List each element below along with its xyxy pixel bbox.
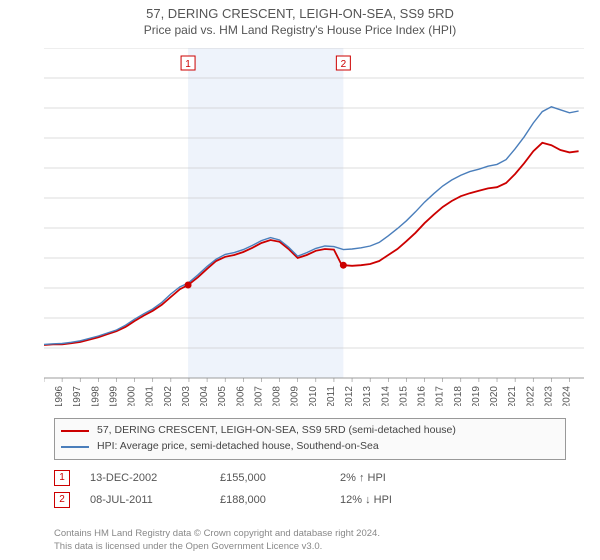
footer-line: Contains HM Land Registry data © Crown c… xyxy=(54,528,380,541)
svg-text:2010: 2010 xyxy=(308,386,319,406)
svg-text:2014: 2014 xyxy=(380,386,391,406)
transaction-row: 2 08-JUL-2011 £188,000 12% ↓ HPI xyxy=(54,492,566,508)
tx-diff: 12% ↓ HPI xyxy=(340,494,430,506)
tx-marker-icon: 1 xyxy=(54,470,70,486)
transactions: 1 13-DEC-2002 £155,000 2% ↑ HPI 2 08-JUL… xyxy=(54,470,566,508)
svg-text:2002: 2002 xyxy=(163,386,174,406)
svg-text:2020: 2020 xyxy=(489,386,500,406)
svg-text:2000: 2000 xyxy=(127,386,138,406)
svg-text:2: 2 xyxy=(341,59,347,70)
svg-text:2006: 2006 xyxy=(235,386,246,406)
svg-text:2021: 2021 xyxy=(507,386,518,406)
legend: 57, DERING CRESCENT, LEIGH-ON-SEA, SS9 5… xyxy=(54,418,566,514)
svg-text:1998: 1998 xyxy=(90,386,101,406)
footer-line: This data is licensed under the Open Gov… xyxy=(54,541,380,554)
svg-text:2008: 2008 xyxy=(272,386,283,406)
svg-text:2013: 2013 xyxy=(362,386,373,406)
page-title: 57, DERING CRESCENT, LEIGH-ON-SEA, SS9 5… xyxy=(0,0,600,21)
svg-text:2003: 2003 xyxy=(181,386,192,406)
legend-row: HPI: Average price, semi-detached house,… xyxy=(61,439,559,455)
svg-text:2017: 2017 xyxy=(435,386,446,406)
svg-text:1997: 1997 xyxy=(72,386,83,406)
svg-text:2004: 2004 xyxy=(199,386,210,406)
footer: Contains HM Land Registry data © Crown c… xyxy=(54,528,380,554)
svg-text:2012: 2012 xyxy=(344,386,355,406)
chart: £0£50K£100K£150K£200K£250K£300K£350K£400… xyxy=(44,48,584,406)
svg-text:2011: 2011 xyxy=(326,386,337,406)
svg-text:2005: 2005 xyxy=(217,386,228,406)
tx-date: 08-JUL-2011 xyxy=(90,494,200,506)
svg-text:2007: 2007 xyxy=(253,386,264,406)
legend-box: 57, DERING CRESCENT, LEIGH-ON-SEA, SS9 5… xyxy=(54,418,566,460)
svg-text:1995: 1995 xyxy=(44,386,47,406)
legend-swatch xyxy=(61,446,89,448)
svg-text:2019: 2019 xyxy=(471,386,482,406)
svg-text:2023: 2023 xyxy=(543,386,554,406)
svg-text:1999: 1999 xyxy=(108,386,119,406)
tx-diff: 2% ↑ HPI xyxy=(340,472,430,484)
legend-swatch xyxy=(61,430,89,432)
svg-text:2001: 2001 xyxy=(145,386,156,406)
legend-row: 57, DERING CRESCENT, LEIGH-ON-SEA, SS9 5… xyxy=(61,423,559,439)
svg-text:2016: 2016 xyxy=(417,386,428,406)
tx-marker-icon: 2 xyxy=(54,492,70,508)
svg-text:2024: 2024 xyxy=(562,386,573,406)
svg-text:2018: 2018 xyxy=(453,386,464,406)
page-subtitle: Price paid vs. HM Land Registry's House … xyxy=(0,21,600,37)
legend-label: 57, DERING CRESCENT, LEIGH-ON-SEA, SS9 5… xyxy=(97,423,456,439)
tx-price: £188,000 xyxy=(220,494,320,506)
svg-text:2009: 2009 xyxy=(290,386,301,406)
chart-svg: £0£50K£100K£150K£200K£250K£300K£350K£400… xyxy=(44,48,584,406)
svg-text:1996: 1996 xyxy=(54,386,65,406)
tx-price: £155,000 xyxy=(220,472,320,484)
tx-date: 13-DEC-2002 xyxy=(90,472,200,484)
transaction-row: 1 13-DEC-2002 £155,000 2% ↑ HPI xyxy=(54,470,566,486)
svg-text:1: 1 xyxy=(185,59,191,70)
legend-label: HPI: Average price, semi-detached house,… xyxy=(97,439,379,455)
svg-text:2015: 2015 xyxy=(398,386,409,406)
svg-text:2022: 2022 xyxy=(525,386,536,406)
